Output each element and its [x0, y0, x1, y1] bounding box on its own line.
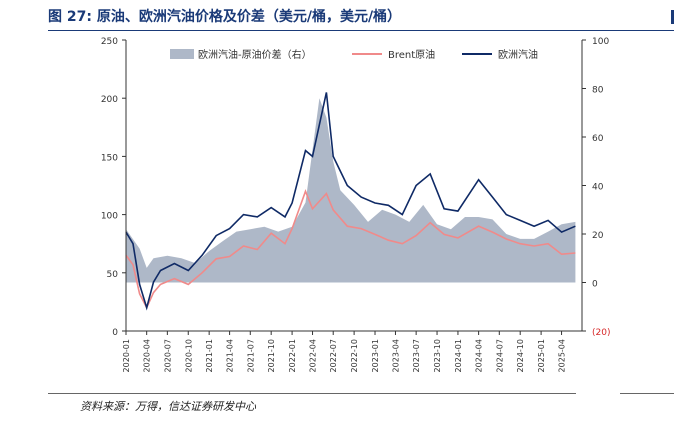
y-right-tick-label: 0 [592, 280, 598, 290]
y-left-tick-label: 50 [107, 270, 119, 280]
y-right-tick-label: 20 [592, 231, 604, 241]
bottom-divider-right [620, 393, 674, 394]
y-right-tick-label: 60 [592, 134, 604, 144]
legend-label-gasoline: 欧洲汽油 [498, 48, 538, 61]
x-tick-label: 2022-10 [350, 339, 359, 372]
x-tick-label: 2025-01 [537, 339, 546, 372]
x-tick-label: 2023-07 [412, 339, 421, 372]
y-left-tick-label: 0 [112, 328, 118, 338]
bottom-divider-left [48, 393, 576, 394]
x-tick-label: 2024-10 [516, 339, 525, 372]
y-left-tick-label: 250 [101, 37, 118, 47]
x-tick-label: 2020-01 [122, 339, 131, 372]
title-divider [48, 30, 674, 31]
x-tick-label: 2025-04 [558, 339, 567, 372]
x-tick-label: 2020-04 [143, 339, 152, 372]
spread-area-layer [126, 98, 576, 283]
source-note: 资料来源：万得，信达证券研发中心 [80, 400, 256, 413]
corner-mark [671, 10, 674, 24]
x-tick-label: 2024-07 [495, 339, 504, 372]
axis-layer: 0 50 100 150 200 250 (20) 0 20 40 60 80 100 2020-01 20… [101, 37, 611, 372]
x-tick-label: 2020-10 [184, 339, 193, 372]
legend-label-brent: Brent原油 [388, 48, 435, 61]
x-tick-label: 2021-07 [246, 339, 255, 372]
series-line-layer [125, 92, 576, 311]
x-tick-label: 2022-01 [288, 339, 297, 372]
x-tick-label: 2023-01 [371, 339, 380, 372]
spread-area [126, 98, 576, 283]
x-tick-label: 2022-04 [309, 339, 318, 372]
x-tick-label: 2020-07 [163, 339, 172, 372]
y-right-tick-label: 80 [592, 86, 604, 96]
x-tick-label: 2021-04 [226, 339, 235, 372]
y-right-tick-label: (20) [592, 328, 610, 338]
x-tick-label: 2024-04 [475, 339, 484, 372]
x-tick-label: 2022-07 [329, 339, 338, 372]
y-left-tick-label: 100 [101, 212, 118, 222]
legend: 欧洲汽油-原油价差（右） Brent原油 欧洲汽油 [170, 48, 538, 61]
x-tick-label: 2021-01 [205, 339, 214, 372]
x-tick-label: 2023-04 [392, 339, 401, 372]
x-tick-label: 2021-10 [267, 339, 276, 372]
legend-label-spread: 欧洲汽油-原油价差（右） [198, 48, 312, 61]
gasoline-line [125, 92, 576, 311]
brent-line [125, 189, 576, 310]
legend-swatch-spread [170, 49, 194, 59]
x-tick-label: 2023-10 [433, 339, 442, 372]
y-right-tick-label: 40 [592, 183, 604, 193]
y-left-tick-label: 150 [101, 153, 118, 163]
y-right-tick-label: 100 [592, 37, 609, 47]
y-left-tick-label: 200 [101, 95, 118, 105]
x-tick-label: 2024-01 [454, 339, 463, 372]
figure-title: 图 27: 原油、欧洲汽油价格及价差（美元/桶，美元/桶） [48, 9, 402, 25]
